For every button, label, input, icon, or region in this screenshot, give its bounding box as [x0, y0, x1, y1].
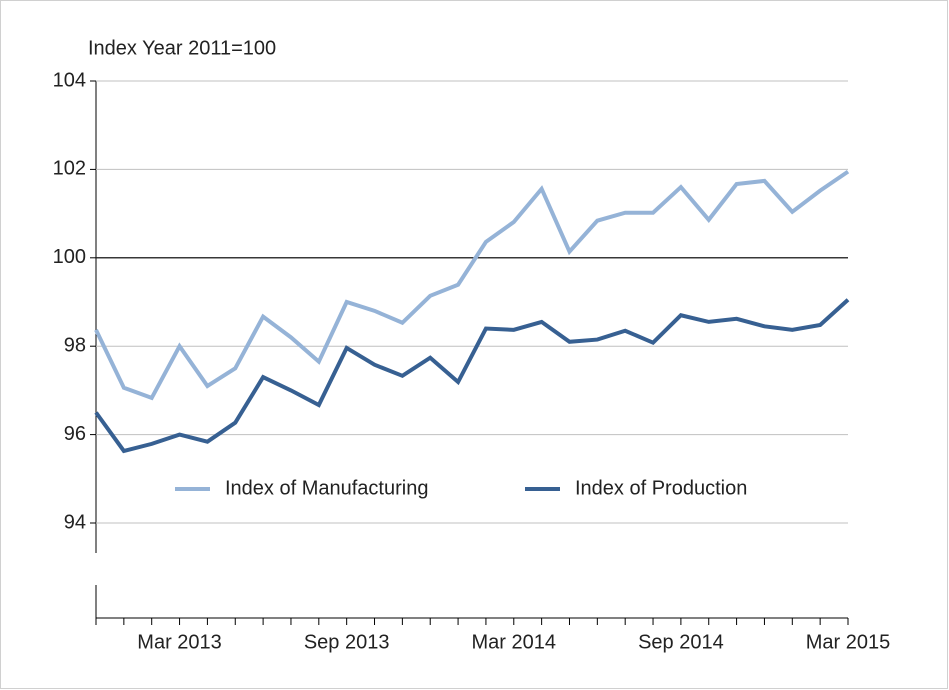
y-tick-label: 96 — [64, 423, 86, 445]
x-tick-label: Mar 2014 — [472, 631, 557, 653]
y-tick-label: 98 — [64, 334, 86, 356]
series-line — [94, 169, 850, 401]
x-tick-label: Mar 2013 — [137, 631, 222, 653]
legend-label: Index of Production — [575, 477, 747, 499]
y-axis-label: Index Year 2011=100 — [88, 37, 276, 59]
y-tick-label: 104 — [53, 69, 86, 91]
y-tick-label: 94 — [64, 511, 86, 533]
legend-label: Index of Manufacturing — [225, 477, 428, 499]
y-tick-label: 100 — [53, 246, 86, 268]
x-tick-label: Mar 2015 — [806, 631, 891, 653]
x-tick-label: Sep 2013 — [304, 631, 390, 653]
x-tick-label: Sep 2014 — [638, 631, 724, 653]
y-tick-label: 102 — [53, 158, 86, 180]
series-line — [94, 298, 850, 454]
